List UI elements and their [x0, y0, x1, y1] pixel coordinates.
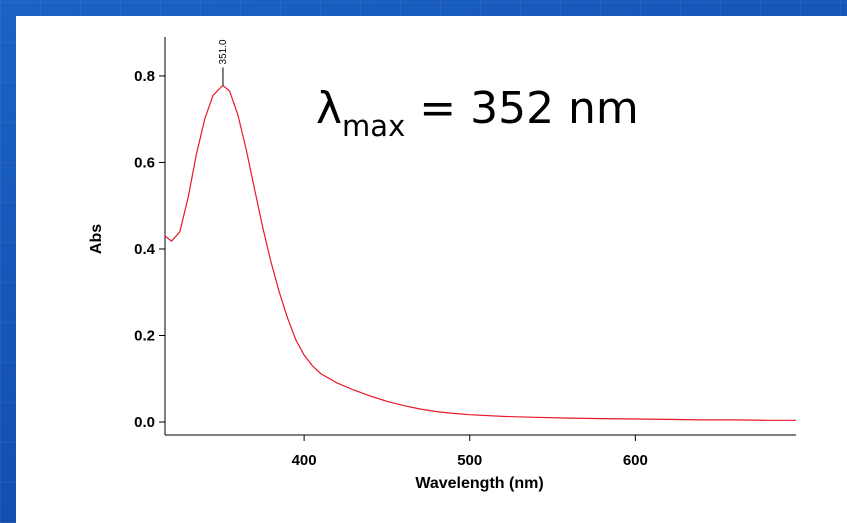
peak-marker-label: 351.0: [218, 39, 229, 64]
y-tick-label: 0.8: [134, 68, 155, 85]
y-axis-title: Abs: [88, 224, 105, 254]
y-tick-label: 0.2: [134, 328, 155, 345]
x-axis-title: Wavelength (nm): [415, 475, 543, 492]
x-tick-label: 400: [292, 452, 317, 469]
lambda-max-annotation: λmax = 352 nm: [316, 83, 639, 143]
y-tick-label: 0.4: [134, 241, 156, 258]
lambda-symbol: λ: [316, 83, 342, 134]
absorbance-series-line: [164, 84, 796, 421]
chart-panel: [16, 16, 847, 523]
y-tick-label: 0.6: [134, 154, 155, 171]
lambda-subscript: max: [342, 109, 405, 143]
y-tick-label: 0.0: [134, 414, 155, 431]
lambda-value: = 352 nm: [405, 83, 639, 134]
x-tick-label: 500: [457, 452, 482, 469]
x-tick-label: 600: [623, 452, 648, 469]
